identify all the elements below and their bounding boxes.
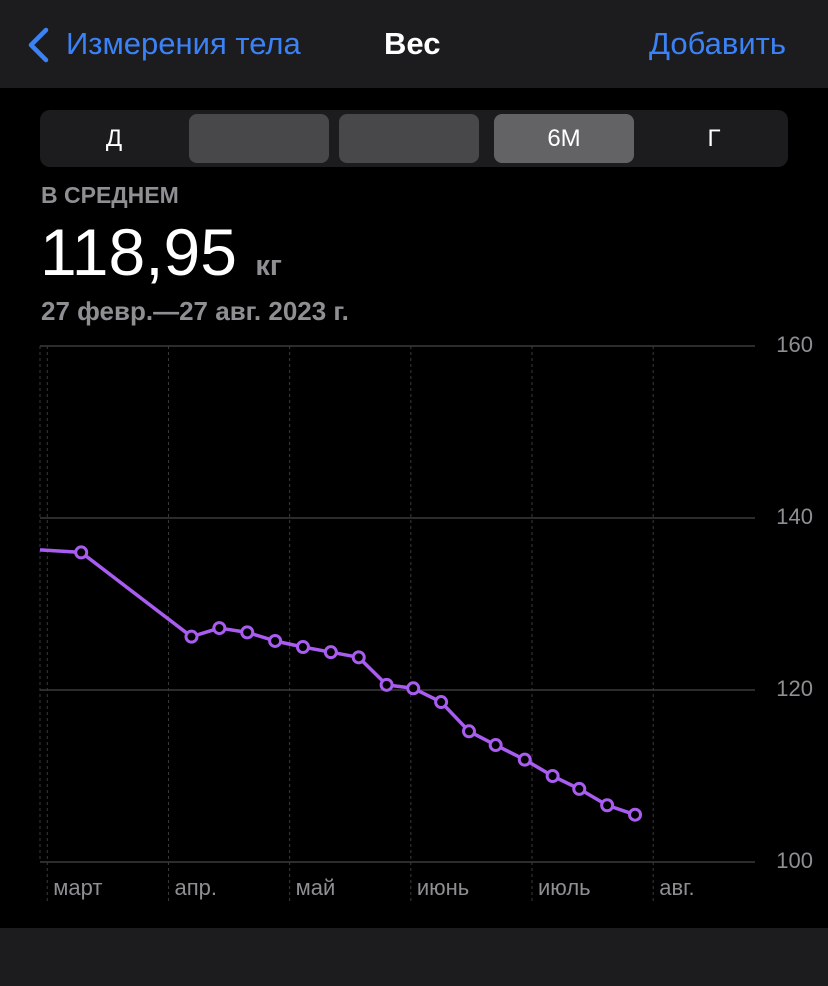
x-tick-label: июль — [538, 875, 591, 900]
segmented-control: ДНМ6МГ — [40, 110, 788, 167]
point — [462, 724, 476, 739]
summary-value: 118,95 кг — [40, 214, 282, 290]
point — [74, 545, 89, 560]
point — [488, 738, 503, 753]
separator — [189, 114, 329, 163]
y-tick-label: 100 — [776, 848, 813, 873]
point — [572, 781, 587, 796]
segment[interactable]: Д — [105, 125, 123, 152]
point — [212, 621, 227, 636]
y-tick-label: 160 — [776, 332, 813, 357]
point — [379, 677, 394, 692]
unit: кг — [255, 250, 282, 282]
y-tick-label: 120 — [776, 676, 813, 701]
point — [240, 625, 255, 640]
x-tick-label: май — [296, 875, 336, 900]
segment[interactable]: 6М — [494, 114, 634, 163]
x-tick-label: апр. — [174, 875, 217, 900]
point — [351, 650, 366, 665]
separator — [339, 114, 479, 163]
x-tick-label: авг. — [659, 875, 694, 900]
y-tick-label: 140 — [776, 504, 813, 529]
point — [600, 798, 615, 813]
point — [545, 769, 560, 783]
chart: 100 120 140 160 март апр. май июнь июль авг. — [39, 332, 813, 902]
point — [295, 640, 310, 654]
segment[interactable]: Г — [707, 125, 721, 152]
point — [268, 633, 283, 648]
nav-title: Вес — [384, 26, 441, 61]
back-button[interactable]: Измерения тела — [66, 26, 301, 61]
x-tick-label: март — [53, 875, 102, 900]
point — [434, 695, 449, 710]
nav-bar: Измерения тела Вес Добавить — [0, 0, 828, 88]
point — [517, 752, 532, 767]
point — [184, 629, 199, 644]
back-icon[interactable] — [24, 27, 52, 63]
point — [628, 807, 643, 822]
x-tick-label: июнь — [417, 875, 469, 900]
date-range: 27 февр.—27 авг. 2023 г. — [41, 296, 349, 326]
value: 118,95 — [40, 215, 237, 289]
bottom-bar — [0, 928, 828, 986]
point — [406, 681, 421, 696]
summary-label: В СРЕДНЕМ — [41, 182, 179, 208]
add-button[interactable]: Добавить — [648, 26, 786, 61]
point — [323, 645, 338, 660]
